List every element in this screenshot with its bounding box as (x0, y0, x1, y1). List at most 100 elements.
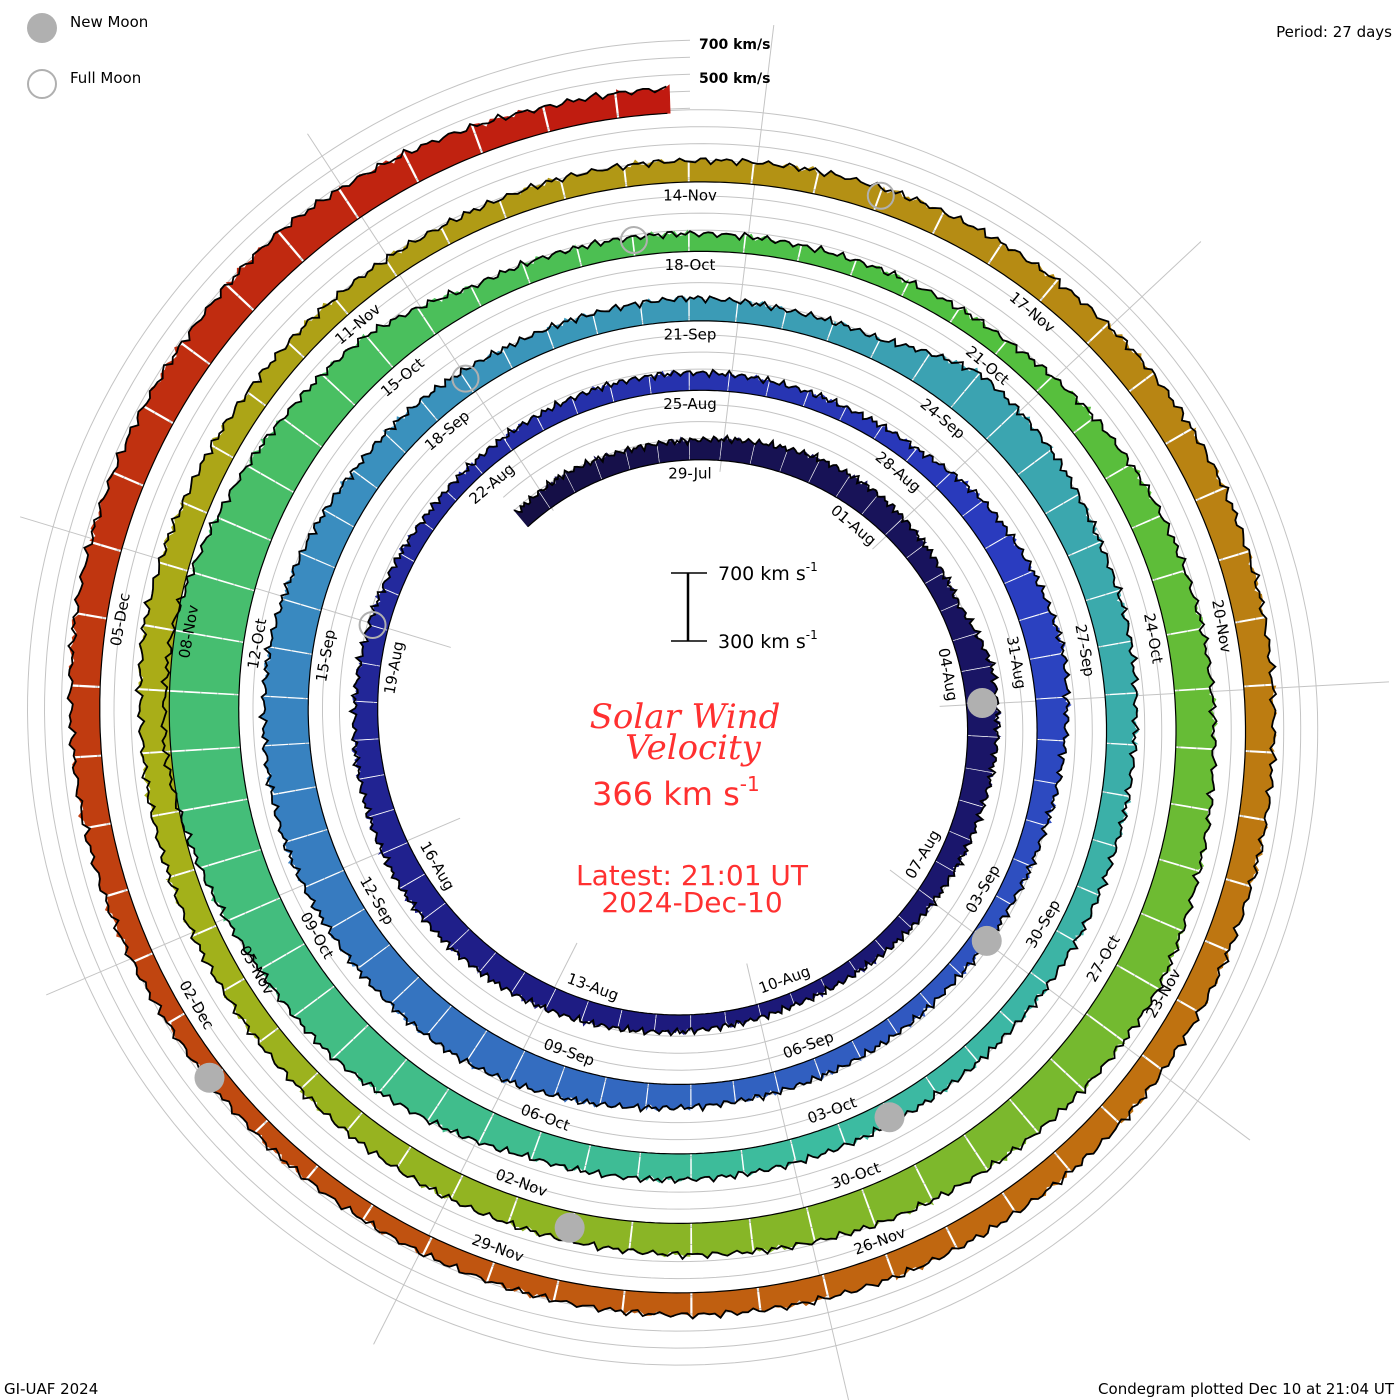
velocity-band-segment (113, 407, 174, 485)
velocity-band-segment (258, 1028, 318, 1088)
velocity-band-segment (1174, 689, 1218, 749)
svg-text:366 km s-1: 366 km s-1 (592, 772, 760, 813)
velocity-band-segment (502, 330, 554, 369)
velocity-band-segment (691, 1218, 753, 1259)
footer-credit: GI-UAF 2024 (4, 1380, 99, 1398)
velocity-band-segment (803, 389, 847, 421)
date-label: 21-Sep (664, 326, 717, 344)
velocity-band-segment (827, 321, 880, 359)
title-line1: Solar Wind (590, 697, 781, 737)
full-moon-icon (451, 364, 480, 393)
grid-spoke (939, 681, 1389, 707)
velocity-band-segment (630, 1220, 691, 1258)
scale-bottom-label: 300 km s (718, 631, 806, 653)
velocity-band-segment (1002, 1152, 1068, 1212)
velocity-band-segment (537, 396, 578, 431)
velocity-band-segment (689, 295, 738, 323)
current-exp: -1 (740, 772, 760, 796)
velocity-band-segment (615, 84, 671, 119)
date-label: 14-Nov (663, 187, 717, 205)
new-moon-icon (194, 1062, 225, 1093)
latest-time: Latest: 21:01 UT (576, 859, 809, 892)
velocity-band-segment (689, 230, 746, 254)
velocity-band-segment (1170, 747, 1217, 810)
velocity-band-segment (72, 756, 112, 827)
scale-bottom-exp: -1 (806, 628, 818, 642)
velocity-band-segment (1176, 941, 1229, 1012)
velocity-band-segment (299, 1072, 363, 1132)
velocity-band-segment (689, 157, 753, 185)
baseline-spiral (99, 112, 1247, 1294)
velocity-band-segment (104, 890, 153, 962)
velocity-band-segment (1056, 886, 1100, 942)
full-moon-icon (866, 181, 895, 210)
velocity-band-segment (89, 473, 144, 551)
moon-markers (194, 181, 1002, 1243)
velocity-band-segment (555, 1066, 606, 1108)
ref-label-700: 700 km/s (699, 37, 770, 53)
velocity-band-segment (1035, 697, 1072, 741)
velocity-band-segment (823, 1254, 893, 1300)
date-label: 29-Jul (668, 465, 711, 483)
reference-spiral-500 (60, 73, 1285, 1332)
ref-label-500: 500 km/s (699, 71, 770, 87)
velocity-band-segment (1029, 654, 1071, 699)
date-label: 19-Aug (381, 640, 408, 696)
svg-text:300 km s-1: 300 km s-1 (718, 628, 818, 653)
full-moon-icon (358, 610, 387, 639)
svg-text:700 km s-1: 700 km s-1 (718, 560, 818, 585)
latest-date: 2024-Dec-10 (601, 886, 782, 919)
velocity-band-segment (472, 106, 549, 154)
grid-spoke (889, 869, 1251, 1141)
velocity-band-segment (758, 1274, 827, 1312)
velocity-band-segment (382, 553, 415, 595)
velocity-band-segment (766, 379, 809, 407)
velocity-band-segment (798, 245, 856, 276)
velocity-band-segment (460, 350, 512, 393)
velocity-band-segment (839, 405, 883, 439)
velocity-band-segment (1054, 1106, 1119, 1173)
current-value: 366 km s (592, 775, 740, 813)
velocity-band-segment (84, 824, 129, 895)
scale-bar (671, 572, 707, 642)
velocity-band-segment (691, 1080, 736, 1112)
velocity-band-segment (577, 235, 634, 267)
velocity-band-segment (1158, 804, 1211, 870)
velocity-band-segment (523, 244, 581, 284)
velocity-band-segment (254, 1120, 318, 1181)
velocity-band-segment (1101, 1055, 1162, 1124)
velocity-band-segment (505, 415, 544, 451)
footer-plotted: Condegram plotted Dec 10 at 21:04 UT (1098, 1380, 1394, 1398)
date-label: 25-Aug (663, 395, 716, 413)
date-label: 15-Sep (312, 628, 339, 683)
full-moon-legend-label: Full Moon (70, 69, 142, 87)
new-moon-icon (554, 1212, 585, 1243)
full-moon-icon (619, 226, 648, 255)
grid-spoke (373, 942, 578, 1345)
velocity-band-segment (163, 631, 244, 695)
velocity-band-segment (67, 686, 102, 757)
title-line2: Velocity (625, 728, 761, 768)
velocity-band-segment (487, 1262, 558, 1302)
velocity-band-segment (1195, 487, 1250, 560)
period-label: Period: 27 days (1276, 23, 1392, 41)
scale-top-label: 700 km s (718, 563, 806, 585)
velocity-band-segment (1243, 685, 1278, 752)
new-moon-icon (971, 925, 1002, 956)
scale-top-exp: -1 (806, 560, 818, 574)
date-label: 05-Dec (107, 592, 134, 648)
velocity-band-segment (145, 345, 210, 423)
new-moon-icon (874, 1102, 905, 1133)
velocity-band-segment (1105, 465, 1160, 528)
new-moon-icon (967, 687, 998, 718)
velocity-band-segment (874, 186, 944, 234)
grid-spoke (746, 963, 850, 1400)
new-moon-legend-label: New Moon (70, 13, 149, 31)
reference-spiral-600 (43, 56, 1302, 1349)
new-moon-legend-icon (27, 13, 57, 43)
full-moon-legend-icon (27, 69, 57, 99)
velocity-trace-line (66, 85, 1278, 1320)
velocity-band-segment (398, 1146, 463, 1199)
grid-spoke (872, 241, 1202, 550)
